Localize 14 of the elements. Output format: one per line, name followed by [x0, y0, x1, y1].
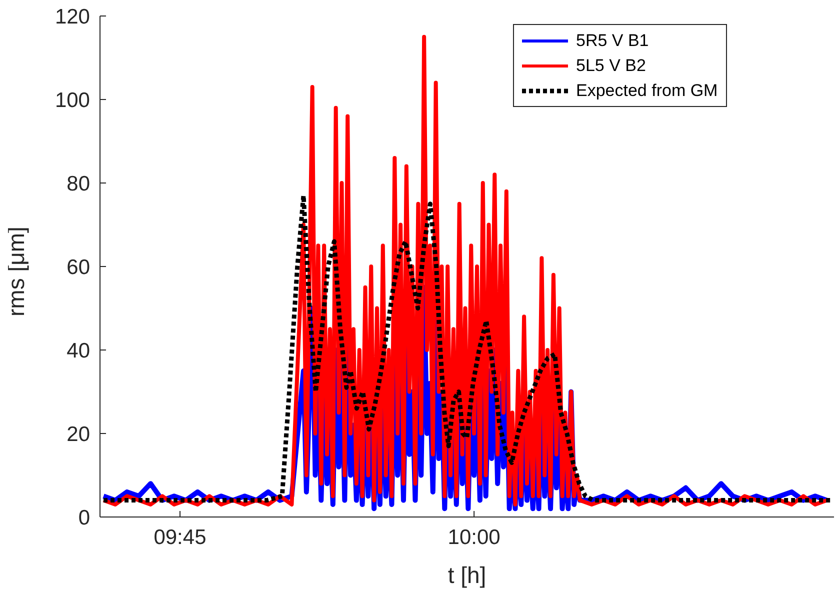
x-tick-label: 09:45 [154, 526, 206, 549]
y-tick-label: 80 [66, 172, 90, 196]
y-tick-label: 120 [54, 5, 90, 28]
y-tick-label: 60 [66, 256, 90, 279]
legend-label: Expected from GM [576, 80, 718, 100]
y-tick-label: 0 [78, 506, 90, 530]
legend-label: 5R5 V B1 [576, 30, 649, 50]
y-tick-label: 20 [66, 422, 90, 446]
y-tick-label: 100 [54, 88, 90, 112]
x-axis-title: t [h] [448, 562, 486, 588]
legend-label: 5L5 V B2 [576, 56, 646, 76]
y-tick-label: 40 [66, 339, 90, 362]
x-tick-label: 10:00 [448, 526, 500, 549]
line-series [102, 34, 829, 506]
